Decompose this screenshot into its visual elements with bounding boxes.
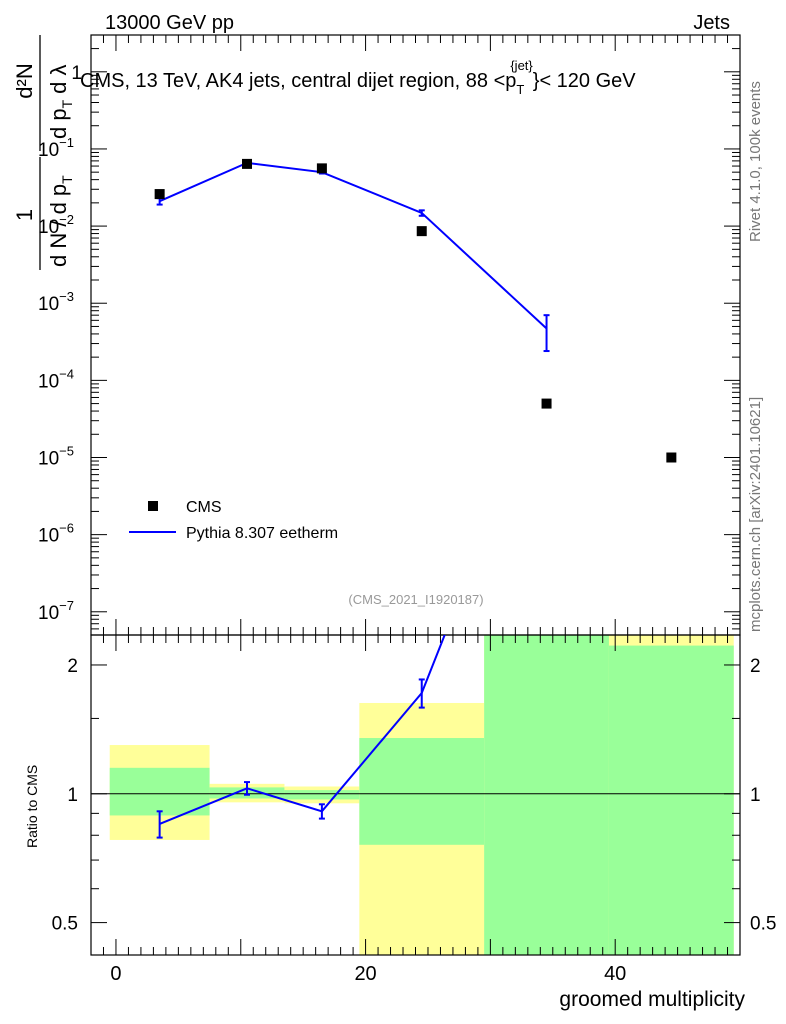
y-tick-label: 10−2 <box>38 212 74 238</box>
ratio-y-tick-label-right: 1 <box>750 785 761 806</box>
main-plot-frame <box>90 34 741 636</box>
cms-point <box>242 158 253 169</box>
x-tick-label: 0 <box>110 963 121 985</box>
ratio-y-tick-label: 1 <box>67 785 78 806</box>
cms-point <box>316 163 327 174</box>
ratio-y-tick-label-right: 2 <box>750 656 761 677</box>
cms-point <box>541 398 552 409</box>
cms-point <box>416 226 427 237</box>
rivet-label: Rivet 4.1.0, 100k events <box>747 81 764 242</box>
y-tick-label: 10−7 <box>38 598 74 624</box>
analysis-id-label: (CMS_2021_I1920187) <box>348 592 483 607</box>
ratio-series <box>156 635 446 839</box>
y-tick-label: 10−5 <box>38 444 74 470</box>
ylabel-dn-dpt: d N / d pT <box>46 175 75 267</box>
y-tick-label: 10−6 <box>38 521 74 547</box>
chart-title: CMS, 13 TeV, AK4 jets, central dijet reg… <box>80 58 636 97</box>
x-tick-label: 20 <box>354 963 376 985</box>
y-tick-label: 10−1 <box>38 135 74 161</box>
ratio-y-tick-label-right: 0.5 <box>750 914 776 935</box>
band-green <box>359 738 485 845</box>
pythia-series <box>156 161 550 353</box>
axis-tick-labels: 1 10−1 10−2 10−3 10−4 10−5 10−6 10−7 0 20 40 0.5 0.5… <box>38 63 776 985</box>
ratio-axis-label: Ratio to CMS <box>24 765 40 848</box>
x-axis-label: groomed multiplicity <box>559 988 745 1011</box>
band-green <box>608 645 734 955</box>
y-axis-label: 1 d N / d pT d²N d pTd λ <box>12 35 75 270</box>
cms-series <box>154 158 677 463</box>
y-tick-label: 10−4 <box>38 366 74 392</box>
header-energy-label: 13000 GeV pp <box>105 12 234 34</box>
ylabel-dpt-dlambda: d pTd λ <box>46 64 75 139</box>
ratio-uncertainty-bands <box>109 635 734 955</box>
ratio-y-tick-label: 0.5 <box>52 914 78 935</box>
y-tick-label: 1 <box>71 63 82 84</box>
cms-point <box>154 189 165 200</box>
band-green <box>484 635 609 955</box>
ylabel-d2n: d²N <box>12 63 37 98</box>
ylabel-one: 1 <box>12 209 37 221</box>
band-green <box>109 767 210 816</box>
band-green <box>284 790 360 800</box>
legend-pythia-label: Pythia 8.307 eetherm <box>186 525 338 542</box>
cms-point <box>666 452 677 463</box>
ratio-y-tick-label: 2 <box>67 656 78 677</box>
pythia-line <box>159 161 548 330</box>
legend: CMS Pythia 8.307 eetherm <box>129 499 338 542</box>
y-tick-label: 10−3 <box>38 289 74 315</box>
x-tick-label: 40 <box>604 963 626 985</box>
axes-ticks <box>90 34 741 955</box>
header-jets-label: Jets <box>693 12 730 34</box>
legend-cms-marker <box>148 501 158 511</box>
mcplots-label: mcplots.cern.ch [arXiv:2401.10621] <box>747 397 764 632</box>
legend-cms-label: CMS <box>186 499 222 516</box>
